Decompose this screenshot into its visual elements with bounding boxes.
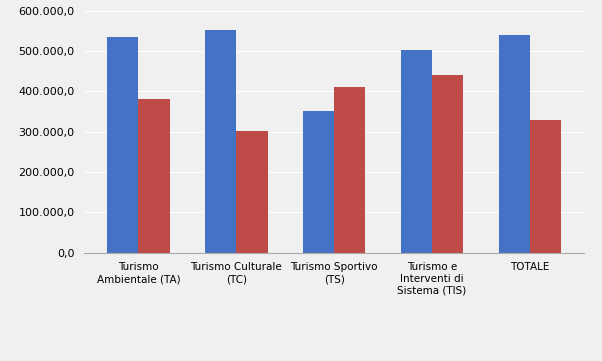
Bar <box>432 75 464 253</box>
Bar <box>107 37 138 253</box>
Bar <box>138 99 170 253</box>
Bar <box>401 50 432 253</box>
Bar <box>334 87 365 253</box>
Bar <box>303 111 334 253</box>
Bar <box>236 131 267 253</box>
Bar <box>498 35 530 253</box>
Bar <box>205 30 236 253</box>
Bar <box>530 119 561 253</box>
